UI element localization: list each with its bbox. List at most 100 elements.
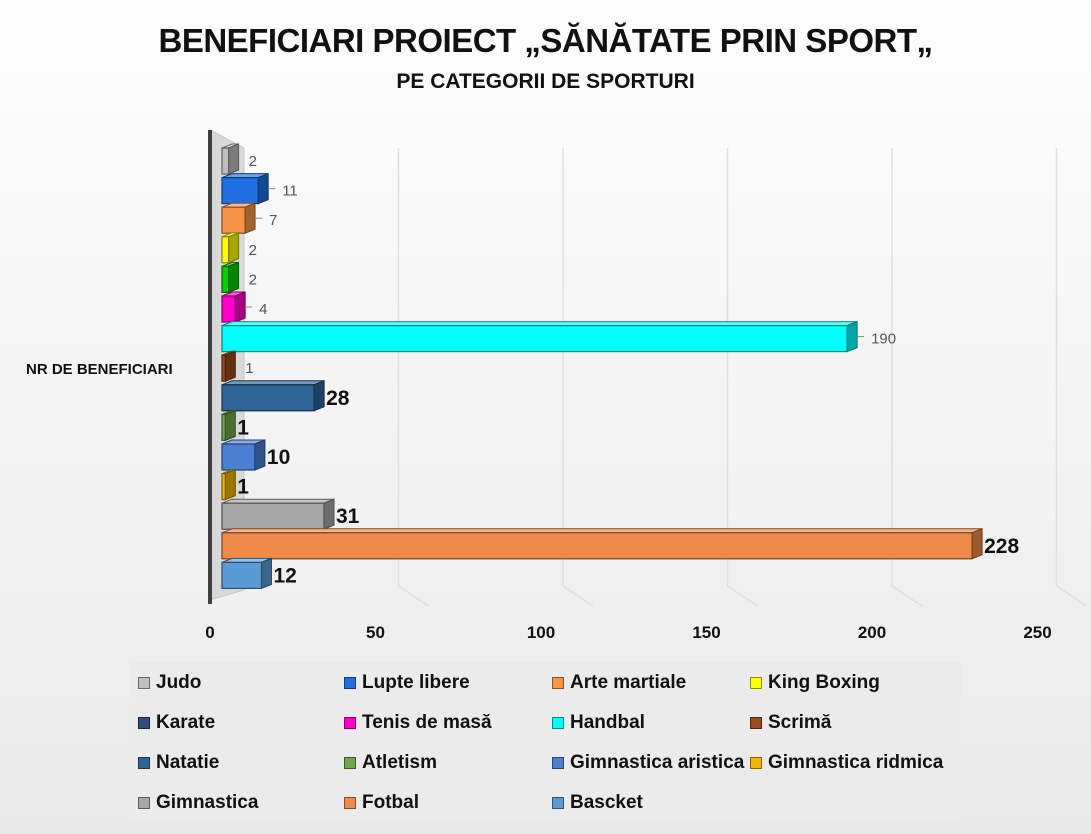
data-label: 2 — [249, 242, 257, 259]
x-tick-label: 150 — [692, 623, 720, 642]
category-label: NR DE BENEFICIARI — [26, 361, 173, 378]
gridline — [397, 148, 429, 607]
bar — [221, 172, 269, 205]
gridline — [891, 148, 923, 607]
bar-end — [224, 409, 236, 442]
legend-label: Tenis de masă — [362, 712, 492, 733]
legend-label: Atletism — [362, 752, 437, 773]
gridlines — [397, 148, 1087, 607]
bar-top — [221, 380, 325, 386]
bar-end — [234, 291, 246, 323]
legend-swatch — [138, 717, 150, 729]
bar-end — [313, 380, 325, 412]
data-label: 1 — [237, 476, 249, 499]
bar-front — [221, 295, 236, 323]
legend-label: Gimnastica aristica — [570, 752, 745, 773]
legend-swatch — [552, 677, 564, 689]
bar-front — [221, 236, 230, 264]
bar — [221, 232, 240, 264]
data-label: 1 — [245, 360, 253, 377]
data-label: 2 — [249, 271, 257, 288]
x-tick-label: 50 — [366, 623, 385, 642]
data-label: 7 — [269, 212, 277, 229]
data-label: 28 — [326, 387, 350, 410]
bar-end — [846, 320, 858, 353]
legend-item: Atletism — [344, 752, 437, 774]
data-label: 190 — [871, 331, 896, 348]
bar-end — [260, 557, 272, 590]
bar-front — [221, 384, 315, 412]
bar-end — [228, 261, 240, 294]
legend-item: Judo — [138, 672, 201, 694]
legend-item: Gimnastica aristica — [552, 752, 744, 774]
data-label: 4 — [259, 301, 267, 318]
bar-front — [221, 147, 230, 175]
data-label: 12 — [273, 564, 296, 587]
legend-swatch — [344, 757, 356, 769]
bar — [221, 261, 240, 294]
x-tick-label: 100 — [527, 623, 555, 642]
legend-swatch — [552, 797, 564, 809]
legend-swatch — [750, 677, 762, 689]
x-tick-label: 250 — [1023, 623, 1051, 642]
legend-swatch — [750, 757, 762, 769]
legend-label: King Boxing — [768, 672, 880, 693]
legend-label: Handbal — [570, 712, 645, 733]
gridline — [1055, 148, 1087, 607]
bar-end — [971, 528, 983, 560]
bar — [221, 350, 236, 382]
legend-item: Natatie — [138, 752, 219, 774]
legend-swatch — [138, 797, 150, 809]
legend-swatch — [344, 677, 356, 689]
legend-swatch — [344, 717, 356, 729]
bar-end — [257, 172, 269, 205]
chart-title: BENEFICIARI PROIECT „SĂNĂTATE PRIN SPORT… — [158, 22, 933, 59]
legend-item: Arte martiale — [552, 672, 686, 694]
legend-item: Gimnastica — [138, 792, 258, 814]
data-label: 11 — [282, 183, 298, 200]
bar-front — [221, 206, 246, 234]
bar-front — [221, 443, 256, 471]
legend-item: Handbal — [552, 712, 645, 734]
bar-end — [254, 439, 266, 471]
legend-label: Arte martiale — [570, 672, 687, 693]
bar-front — [221, 325, 848, 353]
legend-swatch — [552, 717, 564, 729]
bar-front — [221, 354, 226, 382]
data-label: 228 — [984, 535, 1019, 558]
bar-end — [228, 143, 240, 175]
legend-label: Gimnastica — [156, 792, 259, 813]
legend-item: Bascket — [552, 792, 643, 814]
legend-label: Bascket — [570, 792, 643, 813]
legend-label: Natatie — [156, 752, 220, 773]
bars — [221, 143, 983, 590]
gridline — [726, 148, 758, 607]
legend-label: Lupte libere — [362, 672, 470, 693]
legend-label: Gimnastica ridmica — [768, 752, 944, 773]
bar — [221, 468, 236, 501]
x-tick-label: 0 — [205, 623, 214, 642]
bar — [221, 557, 272, 590]
legend-item: Lupte libere — [344, 672, 470, 694]
legend-item: Tenis de masă — [344, 712, 492, 734]
bar-front — [221, 561, 263, 590]
legend-label: Karate — [156, 712, 216, 733]
legend-item: Fotbal — [344, 792, 419, 814]
bar-front — [221, 413, 226, 441]
bar — [221, 439, 266, 471]
bar-top — [221, 321, 858, 327]
bar — [221, 291, 246, 323]
bar — [221, 409, 236, 442]
chart-subtitle: PE CATEGORII DE SPORTURI — [396, 70, 695, 93]
bar-front — [221, 473, 226, 501]
legend-label: Scrimă — [768, 712, 832, 733]
data-label: 1 — [237, 416, 249, 439]
legend-swatch — [344, 797, 356, 809]
legend-label: Judo — [156, 672, 202, 693]
legend-swatch — [552, 757, 564, 769]
bar — [221, 202, 256, 234]
bar-end — [244, 202, 256, 234]
legend-item: Scrimă — [750, 712, 831, 734]
bar — [221, 380, 325, 412]
